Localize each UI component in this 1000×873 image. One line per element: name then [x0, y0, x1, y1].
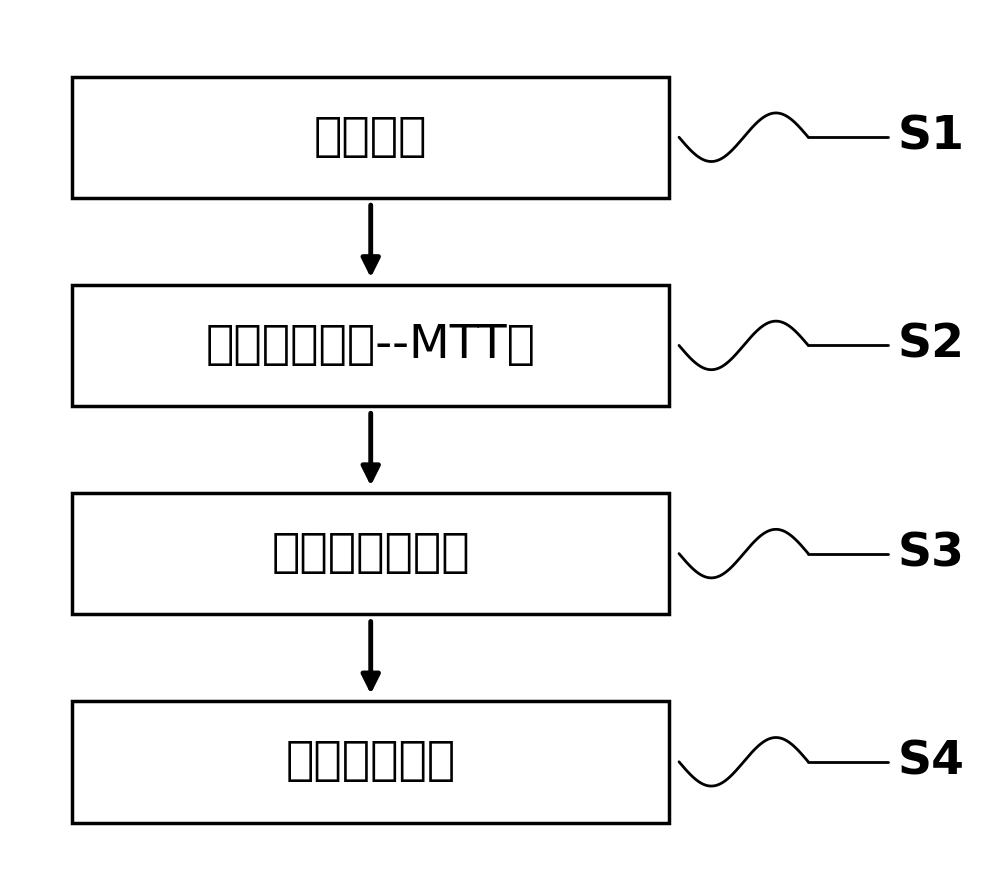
Bar — [72, 285, 669, 406]
Bar — [72, 701, 669, 822]
Text: 蛋白质免疫印迹: 蛋白质免疫印迹 — [271, 531, 470, 576]
Text: S1: S1 — [898, 114, 965, 160]
Bar — [72, 493, 669, 615]
Text: S4: S4 — [898, 739, 965, 784]
Text: S3: S3 — [898, 531, 965, 576]
Text: 细胞活力检测--MTT法: 细胞活力检测--MTT法 — [206, 323, 536, 368]
Text: S2: S2 — [898, 323, 965, 368]
Text: 分子对接: 分子对接 — [314, 114, 427, 160]
Bar — [72, 77, 669, 198]
Text: 细胞凋亡检测: 细胞凋亡检测 — [286, 739, 456, 784]
